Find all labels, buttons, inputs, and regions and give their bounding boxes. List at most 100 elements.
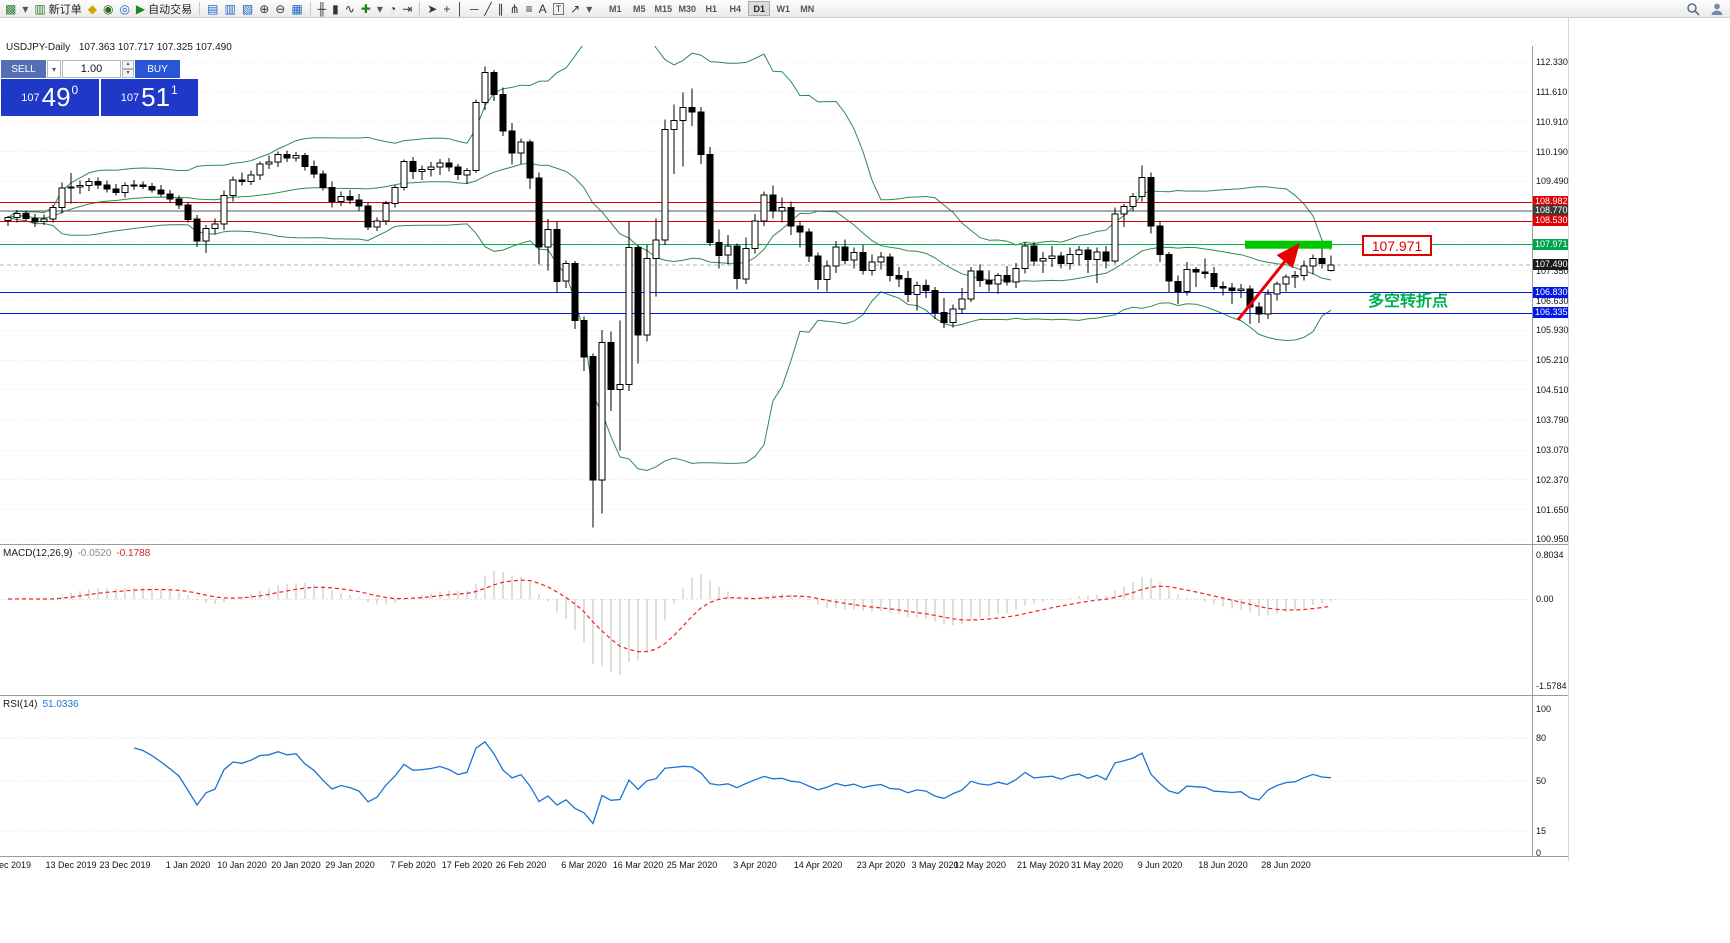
label-icon[interactable]: T — [550, 1, 568, 17]
rsi-title: RSI(14) — [3, 699, 38, 710]
volume-stepper[interactable]: ▴ ▾ — [122, 60, 134, 78]
timeframe-w1[interactable]: W1 — [776, 3, 791, 14]
turning-point-note[interactable]: 多空转折点 — [1368, 293, 1449, 310]
macd-value-main: -0.0520 — [77, 548, 112, 559]
timeframe-m30[interactable]: M30 — [678, 3, 697, 14]
main-price-chart[interactable] — [0, 46, 1532, 544]
date-label: 9 Jun 2020 — [1137, 860, 1183, 870]
add-indicator-button[interactable]: ✚ — [358, 1, 374, 17]
indicators-dropdown-icon[interactable]: ▾ — [374, 1, 386, 17]
candlestick-chart-icon[interactable]: ▮ — [329, 1, 342, 17]
price-tick: 110.910 — [1536, 116, 1568, 127]
price-tag-108.530: 108.530 — [1533, 215, 1568, 227]
timeframe-d1[interactable]: D1 — [748, 1, 771, 16]
buy-price-button[interactable]: 107 51 1 — [100, 79, 198, 116]
price-tag-108.982: 108.982 — [1533, 196, 1568, 208]
date-label: 21 May 2020 — [1016, 860, 1070, 870]
community-icon[interactable] — [1710, 2, 1724, 21]
price-tag-106.335: 106.335 — [1533, 307, 1568, 319]
date-label: 28 Jun 2020 — [1261, 860, 1311, 870]
horizontal-line-icon[interactable]: ─ — [467, 1, 482, 17]
trend-arrow[interactable] — [1236, 243, 1300, 321]
navigator-icon: ▧ — [241, 1, 254, 16]
add-indicator-button: ✚ — [360, 1, 371, 16]
chart-window-icon[interactable]: ▩ — [2, 1, 19, 17]
panel-separator[interactable] — [0, 695, 1568, 696]
vertical-line-icon[interactable]: │ — [453, 1, 467, 17]
date-label: 14 Apr 2020 — [793, 860, 843, 870]
date-label: 12 May 2020 — [953, 860, 1007, 870]
date-label: 25 Mar 2020 — [666, 860, 718, 870]
timeframe-h1[interactable]: H1 — [705, 3, 718, 14]
support-zone[interactable] — [1245, 240, 1332, 249]
rsi-scale-50: 50 — [1536, 775, 1547, 786]
bar-chart-icon[interactable]: ╫ — [315, 1, 330, 17]
macd-panel[interactable] — [0, 546, 1532, 694]
pitchfork-icon[interactable]: ⋔ — [507, 1, 523, 17]
date-label: 3 Apr 2020 — [733, 860, 777, 870]
timeframe-mn[interactable]: MN — [800, 3, 815, 14]
macd-signal-line — [7, 579, 1332, 653]
alerts-icon[interactable]: ◉ — [100, 1, 116, 17]
panel-separator[interactable] — [0, 856, 1568, 857]
zoom-in-icon[interactable]: ⊕ — [256, 1, 272, 17]
sell-button[interactable]: SELL — [1, 60, 46, 78]
period-icon[interactable]: ◔ — [386, 1, 399, 17]
date-label: 18 Jun 2020 — [1198, 860, 1248, 870]
price-tick: 102.370 — [1536, 474, 1569, 485]
auto-trading-button[interactable]: ▶ 自动交易 — [133, 1, 195, 17]
sell-price-button[interactable]: 107 49 0 — [1, 79, 99, 116]
buy-price-prefix: 107 — [120, 91, 140, 104]
price-tick: 111.610 — [1536, 87, 1568, 98]
market-watch-icon[interactable]: ▤ — [204, 1, 221, 17]
panel-separator[interactable] — [0, 544, 1568, 545]
date-label: 29 Jan 2020 — [325, 860, 375, 870]
arrows-dropdown-icon[interactable]: ▾ — [583, 1, 595, 17]
trendline-icon[interactable]: ╱ — [481, 1, 494, 17]
tile-windows-icon[interactable]: ▦ — [288, 1, 305, 17]
line-chart-icon[interactable]: ∿ — [342, 1, 358, 17]
chart-window[interactable]: USDJPY-Daily 107.363 107.717 107.325 107… — [0, 18, 1730, 943]
search-icon[interactable] — [1686, 2, 1700, 21]
toolbar-separator — [199, 2, 201, 15]
volume-up-icon[interactable]: ▴ — [122, 60, 134, 69]
toolbar: ▩ ▾ ▥ 新订单 ◆ ◉ ◎ ▶ 自动交易 ▤ ▥ ▧ ⊕ ⊖ ▦ ╫ ▮ ∿ ✚ ▾ ◔ ⇥ ➤ + │ ─ ╱ ∥ ⋔ ≡ A T ↗ ▾ … — [0, 0, 1730, 18]
metaeditor-icon[interactable]: ◆ — [85, 1, 100, 17]
rsi-line — [133, 741, 1332, 825]
rsi-panel[interactable] — [0, 697, 1532, 855]
price-callout[interactable]: 107.971 — [1362, 235, 1432, 256]
date-label: 31 May 2020 — [1070, 860, 1124, 870]
channel-icon[interactable]: ∥ — [495, 1, 507, 17]
fibonacci-icon[interactable]: ≡ — [523, 1, 536, 17]
auto-trading-button: ▶ — [135, 1, 146, 16]
timeframe-m15[interactable]: M15 — [654, 3, 673, 14]
auto-scroll-icon[interactable]: ⇥ — [399, 1, 415, 17]
timeframe-m1[interactable]: M1 — [609, 3, 622, 14]
rsi-scale-0: 0 — [1536, 847, 1542, 858]
candles-layer — [4, 66, 1335, 528]
window-edge — [1568, 18, 1569, 861]
crosshair-icon[interactable]: + — [440, 1, 453, 17]
crosshair-icon: + — [443, 1, 451, 16]
volume-down-icon[interactable]: ▾ — [122, 69, 134, 78]
buy-button[interactable]: BUY — [135, 60, 180, 78]
chart-ohlc: 107.363 107.717 107.325 107.490 — [78, 42, 232, 53]
zoom-out-icon[interactable]: ⊖ — [272, 1, 288, 17]
date-label: 20 Jan 2020 — [271, 860, 321, 870]
new-order-button-label: 新订单 — [48, 3, 82, 16]
rsi-scale-80: 80 — [1536, 732, 1547, 743]
cursor-icon[interactable]: ➤ — [424, 1, 440, 17]
label-icon: T — [552, 2, 565, 15]
chart-window-dropdown-icon[interactable]: ▾ — [19, 1, 31, 17]
new-order-button[interactable]: ▥ 新订单 — [31, 1, 84, 17]
timeframe-m5[interactable]: M5 — [633, 3, 646, 14]
volume-input[interactable]: 1.00 — [62, 60, 121, 78]
timeframe-h4[interactable]: H4 — [729, 3, 742, 14]
navigator-icon[interactable]: ▧ — [239, 1, 256, 17]
text-icon[interactable]: A — [536, 1, 550, 17]
volume-dropdown[interactable]: ▾ — [47, 60, 61, 78]
data-window-icon[interactable]: ▥ — [222, 1, 239, 17]
mailbox-icon[interactable]: ◎ — [116, 1, 132, 17]
arrows-icon[interactable]: ↗ — [567, 1, 583, 17]
